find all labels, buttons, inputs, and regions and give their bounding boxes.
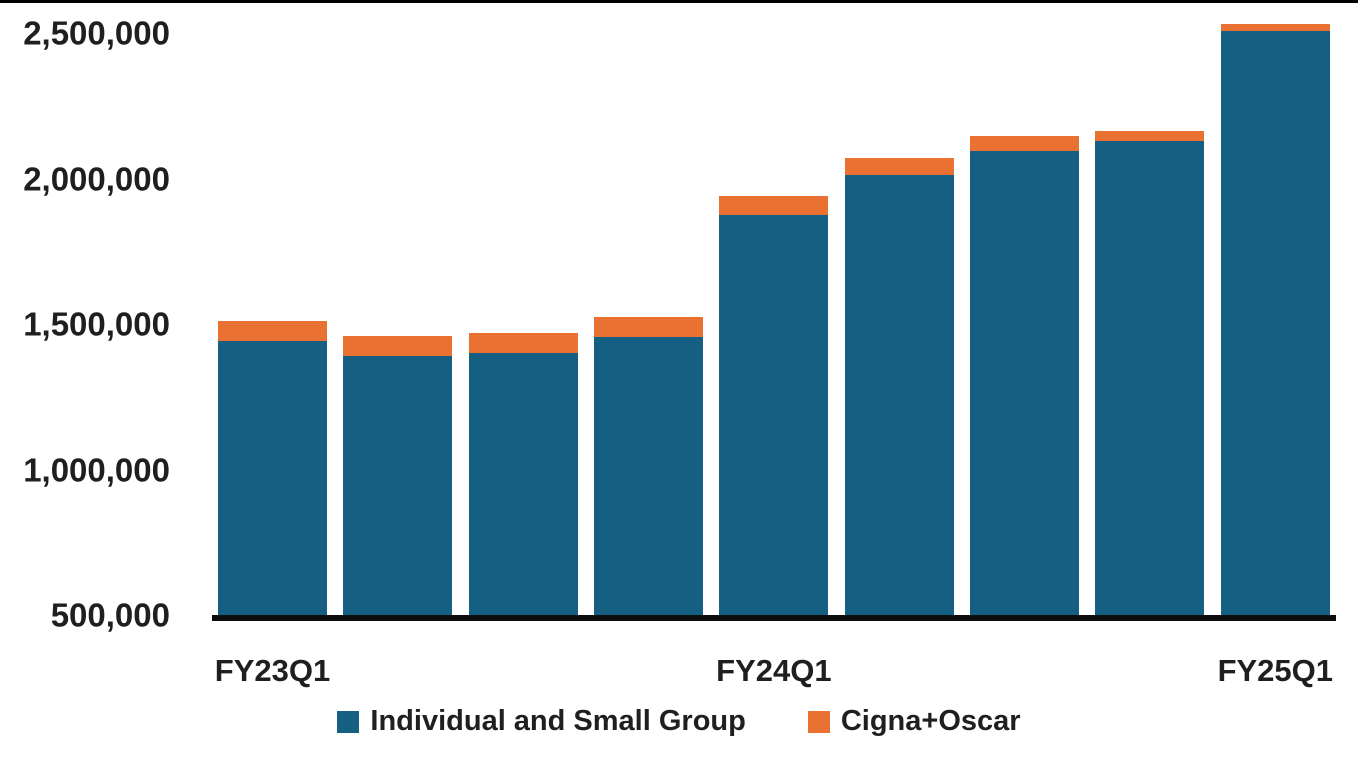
y-axis-tick-label: 1,500,000: [23, 305, 170, 343]
bar-segment-fy23q1: [218, 341, 327, 615]
x-axis-tick-label: FY23Q1: [214, 653, 331, 688]
bar-segment-fy24q1: [719, 215, 829, 615]
bar-segment-fy23q3: [468, 353, 578, 615]
legend: Individual and Small Group Cigna+Oscar: [0, 707, 1358, 736]
bar-segment-fy23q3: [468, 333, 578, 353]
bar-segment-fy24q2: [844, 175, 954, 615]
x-axis-tick-label: FY24Q1: [716, 653, 832, 688]
bar-segment-fy24q3: [970, 151, 1080, 615]
bar-segment-fy24q3: [970, 136, 1080, 151]
bar-segment-fy23q2: [343, 336, 453, 356]
legend-label-cigna-oscar: Cigna+Oscar: [840, 705, 1021, 737]
bar-segment-fy23q4: [594, 337, 704, 615]
bar-segment-fy23q1: [218, 321, 327, 341]
y-axis-tick-label: 2,000,000: [23, 160, 170, 197]
bar-segment-fy25q1: [1220, 31, 1330, 615]
bar-segment-fy24q1: [719, 196, 829, 215]
bar-segment-fy24q4: [1095, 131, 1205, 141]
bar-segment-fy23q2: [343, 356, 453, 615]
x-axis-tick-label: FY25Q1: [1217, 653, 1334, 688]
x-axis-line: [212, 615, 1336, 621]
top-border-line: [0, 0, 1358, 3]
legend-swatch-cigna-oscar: [807, 710, 830, 733]
y-axis-tick-label: 500,000: [50, 596, 170, 634]
bar-segment-fy23q4: [594, 317, 704, 337]
bar-segment-fy25q1: [1220, 24, 1330, 31]
legend-item-cigna-oscar: Cigna+Oscar: [807, 705, 1021, 737]
legend-label-individual-and-small-group: Individual and Small Group: [370, 705, 746, 737]
bar-segment-fy24q4: [1095, 141, 1205, 615]
legend-item-individual-and-small-group: Individual and Small Group: [337, 705, 746, 737]
bar-segment-fy24q2: [844, 158, 954, 175]
y-axis-tick-label: 2,500,000: [23, 14, 170, 52]
y-axis-tick-label: 1,000,000: [23, 451, 170, 488]
legend-swatch-individual-and-small-group: [337, 710, 360, 733]
